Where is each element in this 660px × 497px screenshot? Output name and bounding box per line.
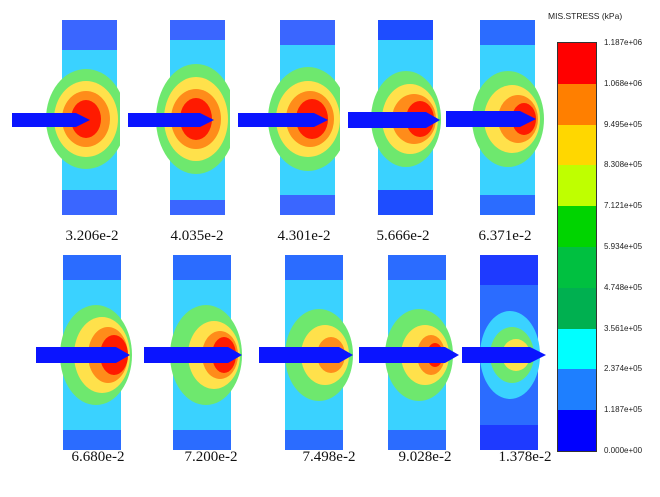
panel-3 [230, 20, 340, 215]
time-label-6: 6.680e-2 [71, 449, 125, 465]
legend-tick-label: 8.308e+05 [604, 160, 643, 170]
time-label-2: 4.035e-2 [170, 228, 224, 244]
panel-4 [340, 20, 450, 215]
legend-band [558, 43, 596, 84]
legend-tick-label: 4.748e+05 [604, 282, 643, 292]
legend-title: MIS.STRESS (kPa) [548, 11, 623, 21]
stress-contour-6 [36, 255, 132, 450]
legend-band [558, 328, 596, 370]
legend-tick-label: 9.495e+05 [604, 119, 643, 129]
stress-contour-5 [446, 20, 544, 215]
legend-band [558, 287, 596, 329]
legend-tick-label: 1.187e+05 [604, 405, 643, 415]
legend-tick-label: 1.187e+06 [604, 38, 643, 47]
stress-contour-2 [128, 20, 230, 215]
legend-tick-label: 1.068e+06 [604, 78, 643, 88]
legend-tick-label: 2.374e+05 [604, 364, 643, 374]
legend-tick-label: 7.121e+05 [604, 201, 643, 211]
legend-band [558, 124, 596, 166]
time-label-5: 6.371e-2 [478, 228, 532, 244]
legend-band [558, 206, 596, 247]
stress-contour-10 [462, 255, 546, 450]
stress-contour-7 [144, 255, 242, 450]
legend-tick-label: 0.000e+00 [604, 446, 643, 455]
panel-1 [10, 20, 120, 215]
legend-band [558, 410, 596, 451]
panel-10 [460, 255, 570, 450]
legend-tick-label: 5.934e+05 [604, 242, 643, 251]
time-label-10: 1.378e-2 [498, 449, 552, 465]
stress-contour-8 [259, 255, 353, 450]
stress-contour-3 [238, 20, 340, 215]
time-label-7: 7.200e-2 [184, 449, 238, 465]
legend-band [558, 165, 596, 207]
panel-7 [140, 255, 250, 450]
time-label-3: 4.301e-2 [277, 228, 331, 244]
time-label-4: 5.666e-2 [376, 228, 430, 244]
legend-band [558, 369, 596, 411]
panel-9 [355, 255, 465, 450]
time-label-1: 3.206e-2 [65, 228, 119, 244]
legend-band [558, 83, 596, 125]
stress-contour-1 [12, 20, 120, 215]
panel-5 [440, 20, 550, 215]
stress-contour-4 [348, 20, 441, 215]
stress-contour-9 [359, 255, 459, 450]
time-label-8: 7.498e-2 [302, 449, 356, 465]
time-label-9: 9.028e-2 [398, 449, 452, 465]
panel-6 [30, 255, 140, 450]
panel-8 [255, 255, 365, 450]
panel-2 [120, 20, 230, 215]
legend-band [558, 247, 596, 288]
legend-color-bar [557, 42, 597, 452]
legend-tick-label: 3.561e+05 [604, 323, 643, 333]
